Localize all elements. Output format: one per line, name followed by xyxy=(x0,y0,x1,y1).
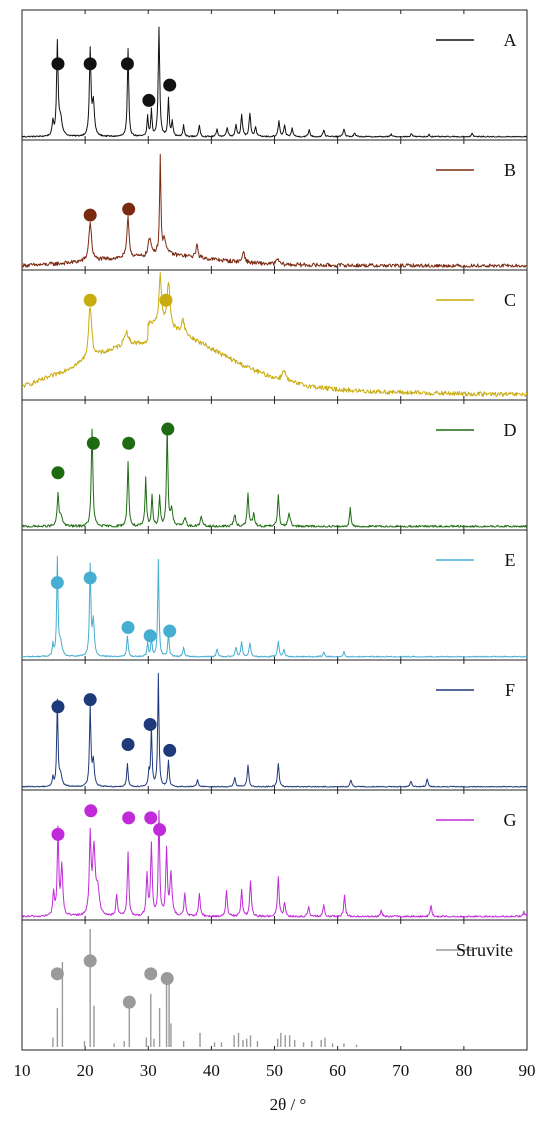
panel-d: D xyxy=(21,399,528,531)
x-tick-label: 30 xyxy=(140,1061,157,1080)
legend-label-d: D xyxy=(504,420,517,440)
phase-marker xyxy=(51,466,65,480)
phase-marker xyxy=(122,811,136,825)
panel-frame-b xyxy=(21,139,528,271)
phase-marker xyxy=(161,422,175,436)
panel-frame-c xyxy=(21,269,528,401)
series-line-a xyxy=(22,26,527,138)
phase-marker xyxy=(122,436,136,450)
x-axis: 10 20 30 40 50 60 70 80 90 xyxy=(14,1061,536,1080)
panel-g: G xyxy=(21,789,528,921)
phase-marker xyxy=(86,436,100,450)
phase-marker xyxy=(83,571,97,585)
phase-marker xyxy=(122,202,136,216)
series-line-g xyxy=(22,809,527,918)
phase-marker xyxy=(120,57,134,71)
phase-marker xyxy=(50,576,64,590)
phase-marker xyxy=(51,57,65,71)
series-line-e xyxy=(22,555,527,658)
phase-marker xyxy=(153,823,167,837)
phase-marker xyxy=(83,954,97,968)
x-tick-label: 10 xyxy=(14,1061,31,1080)
panel-struvite: Struvite xyxy=(21,919,528,1051)
phase-marker xyxy=(84,804,98,818)
legend-label-b: B xyxy=(504,160,516,180)
phase-marker xyxy=(50,967,64,981)
phase-marker xyxy=(51,827,65,841)
x-tick-label: 40 xyxy=(203,1061,220,1080)
phase-marker xyxy=(51,700,65,714)
panel-frame-struvite xyxy=(21,919,528,1051)
series-line-b xyxy=(22,153,527,268)
series-line-f xyxy=(22,672,527,788)
panel-frame-a xyxy=(21,9,528,141)
phase-marker xyxy=(163,78,177,92)
phase-marker xyxy=(83,208,97,222)
x-tick-label: 20 xyxy=(77,1061,94,1080)
panel-c: C xyxy=(21,269,528,401)
phase-marker xyxy=(163,743,177,757)
phase-marker xyxy=(121,621,135,634)
phase-marker xyxy=(121,738,135,752)
panel-a: A xyxy=(21,9,528,141)
panel-frame-f xyxy=(21,659,528,791)
phase-marker xyxy=(144,811,158,825)
x-axis-label: 2θ / ° xyxy=(270,1095,307,1114)
panel-f: F xyxy=(21,659,528,791)
x-tick-label: 70 xyxy=(392,1061,409,1080)
panel-frame-g xyxy=(21,789,528,921)
legend-label-struvite: Struvite xyxy=(456,940,513,960)
phase-marker xyxy=(160,972,174,986)
x-tick-label: 50 xyxy=(266,1061,283,1080)
panel-e: E xyxy=(21,529,528,661)
phase-marker xyxy=(83,693,97,707)
phase-marker xyxy=(144,967,158,981)
series-line-d xyxy=(22,423,527,528)
legend-label-c: C xyxy=(504,290,516,310)
x-tick-label: 80 xyxy=(455,1061,472,1080)
phase-marker xyxy=(83,57,97,71)
phase-marker xyxy=(143,629,157,643)
legend-label-f: F xyxy=(505,680,515,700)
phase-marker xyxy=(159,293,173,307)
phase-marker xyxy=(143,717,157,731)
legend-label-e: E xyxy=(505,550,516,570)
series-line-c xyxy=(22,272,527,397)
panels-group: A B C D E F G Struvite xyxy=(21,9,528,1051)
phase-marker xyxy=(83,293,97,307)
x-tick-label: 90 xyxy=(519,1061,536,1080)
phase-marker xyxy=(122,995,136,1009)
panel-frame-e xyxy=(21,529,528,661)
x-tick-label: 60 xyxy=(329,1061,346,1080)
legend-label-g: G xyxy=(504,810,517,830)
phase-marker xyxy=(142,93,156,107)
legend-label-a: A xyxy=(504,30,517,50)
panel-frame-d xyxy=(21,399,528,531)
panel-b: B xyxy=(21,139,528,271)
phase-marker xyxy=(163,624,177,638)
